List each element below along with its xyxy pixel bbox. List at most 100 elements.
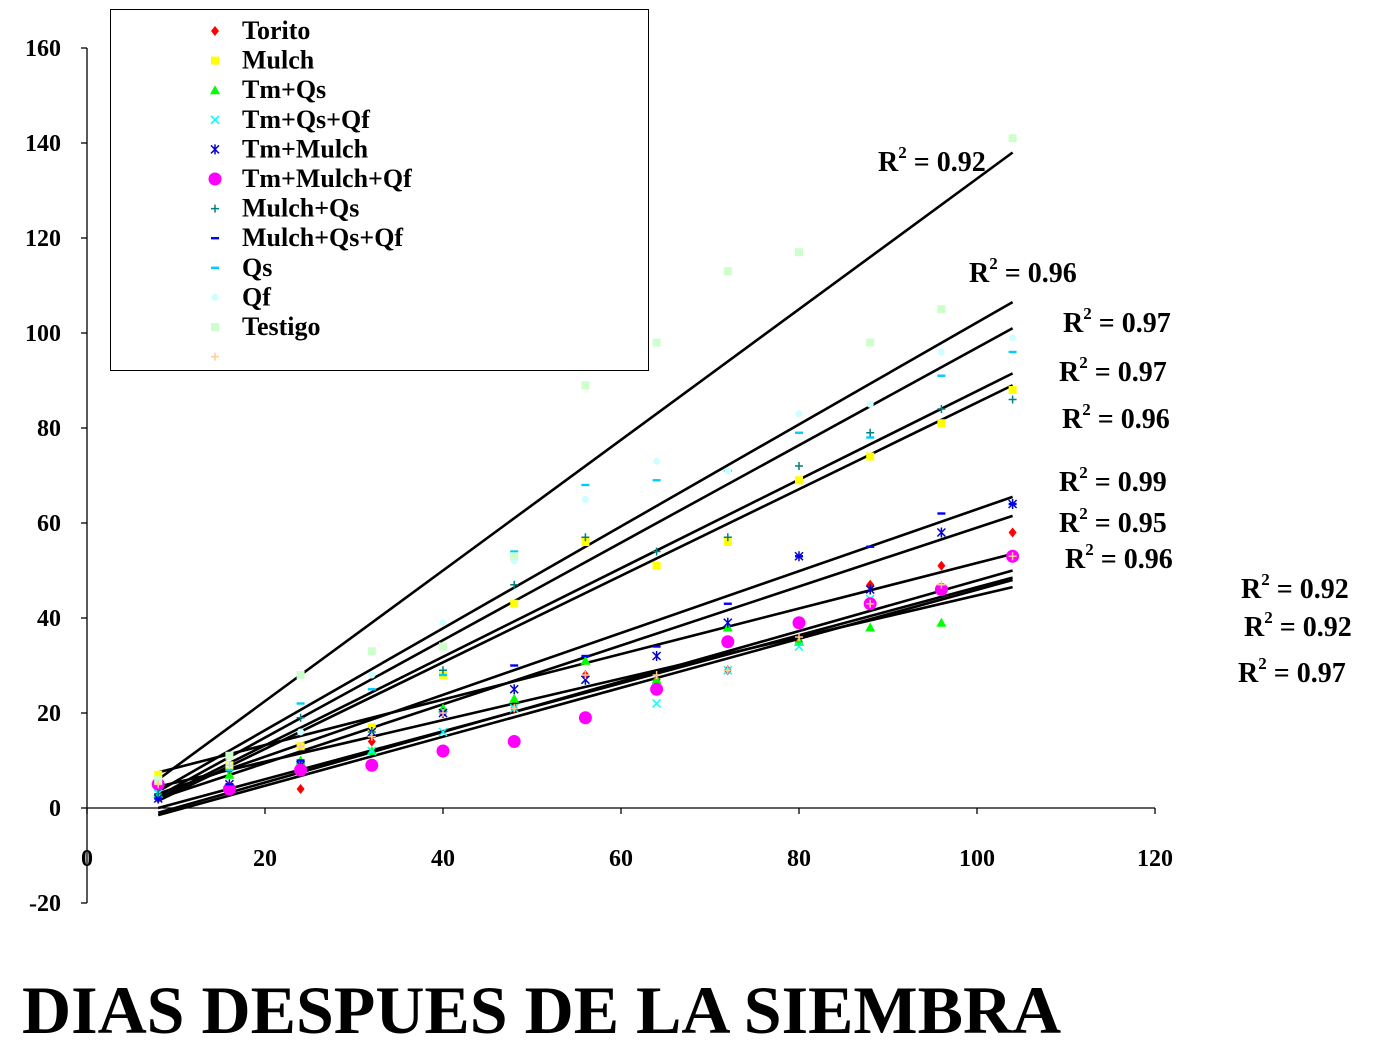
marker-shape (225, 751, 234, 760)
data-point (652, 479, 661, 482)
marker-shape (211, 204, 219, 213)
marker-shape (225, 783, 234, 786)
marker-shape (652, 561, 661, 570)
r-squared-symbol: R (1238, 658, 1259, 689)
r-squared-value: = 0.97 (1267, 658, 1346, 689)
legend-marker (211, 266, 219, 269)
data-point (510, 552, 519, 561)
marker-shape (652, 338, 661, 347)
r-squared-symbol: R (878, 147, 899, 178)
marker-shape (795, 248, 803, 257)
r-squared-value: = 0.96 (1091, 404, 1170, 435)
y-tick-label: 160 (25, 36, 61, 62)
r-squared-value: = 0.97 (1092, 308, 1171, 339)
r-squared-superscript: 2 (1083, 304, 1092, 323)
data-point (222, 782, 236, 796)
marker-shape (866, 452, 875, 461)
data-point (225, 751, 234, 760)
r-squared-superscript: 2 (1079, 463, 1088, 482)
data-point (510, 704, 519, 713)
marker-shape (792, 616, 806, 630)
marker-shape (208, 172, 222, 186)
x-tick-label: 120 (1137, 846, 1173, 872)
data-point (866, 452, 875, 461)
data-point (438, 727, 448, 737)
marker-shape (296, 713, 305, 722)
marker-shape (652, 651, 662, 661)
marker-shape (367, 647, 376, 656)
data-point (581, 538, 590, 546)
legend-marker (211, 323, 219, 331)
trendline (157, 300, 1014, 793)
data-point (581, 671, 590, 679)
marker-shape (652, 547, 661, 556)
marker-shape (211, 293, 219, 301)
r-squared-value: = 0.97 (1088, 357, 1167, 388)
r-squared-label: R2 = 0.92 (1241, 570, 1349, 605)
data-point (510, 599, 519, 608)
marker-shape (154, 770, 163, 779)
marker-shape (866, 338, 875, 347)
data-point (367, 736, 376, 747)
data-point (866, 428, 875, 437)
marker-shape (934, 583, 948, 596)
marker-shape (1008, 552, 1017, 561)
data-point (650, 682, 664, 696)
data-point (439, 642, 447, 651)
data-point (1009, 334, 1017, 342)
data-point (795, 633, 803, 641)
marker-shape (650, 682, 664, 696)
marker-shape (1008, 395, 1017, 404)
data-point (154, 770, 163, 779)
data-point (795, 462, 803, 470)
data-point (365, 758, 379, 772)
marker-shape (439, 666, 447, 675)
data-point (936, 527, 946, 538)
y-tick-label: 20 (37, 701, 61, 727)
r-squared-value: = 0.95 (1088, 508, 1167, 539)
data-point (937, 512, 946, 515)
y-tick-label: 100 (25, 321, 61, 347)
marker-shape (297, 728, 305, 736)
marker-shape (723, 267, 732, 276)
data-point (439, 673, 447, 677)
data-point (1008, 350, 1017, 354)
marker-shape (937, 305, 946, 314)
data-point (1008, 502, 1017, 506)
marker-shape (439, 619, 447, 627)
marker-shape (510, 580, 519, 589)
data-point (937, 405, 946, 413)
data-point (1008, 395, 1017, 404)
data-point (294, 763, 308, 777)
marker-shape (439, 709, 447, 717)
data-point (507, 735, 521, 748)
legend-label: Mulch (242, 46, 315, 75)
marker-shape (368, 671, 376, 679)
r-squared-label: R2 = 0.96 (1062, 400, 1170, 435)
marker-shape (510, 599, 519, 608)
legend-label: Tm+Mulch (242, 134, 369, 163)
r-squared-value: = 0.99 (1088, 467, 1167, 498)
r-squared-symbol: R (1063, 308, 1084, 339)
marker-shape (652, 698, 662, 709)
marker-shape (436, 744, 450, 758)
trendline (157, 569, 1013, 815)
marker-shape (723, 617, 733, 628)
marker-shape (510, 552, 519, 561)
marker-shape (211, 266, 219, 269)
data-point (795, 248, 803, 257)
data-point (937, 305, 946, 314)
marker-shape (936, 617, 947, 627)
marker-shape (509, 693, 520, 703)
x-tick-label: 40 (431, 846, 455, 872)
marker-shape (866, 545, 875, 548)
legend-label: Qs (242, 253, 272, 282)
y-tick-label: 60 (37, 511, 61, 537)
data-point (154, 789, 163, 798)
marker-shape (296, 742, 305, 751)
marker-shape (937, 348, 945, 356)
trendline (157, 327, 1014, 798)
data-point (795, 476, 803, 485)
marker-shape (936, 527, 946, 538)
